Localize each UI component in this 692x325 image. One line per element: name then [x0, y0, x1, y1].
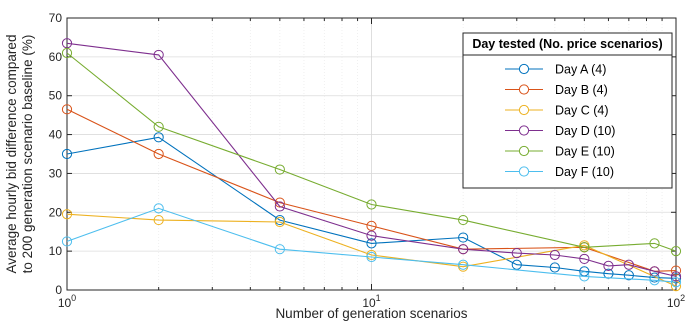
series-layer [61, 38, 682, 292]
legend-marker [518, 63, 530, 75]
data-point [549, 249, 560, 261]
x-axis-label: Number of generation scenarios [275, 306, 467, 321]
series-line [66, 108, 677, 272]
data-point [623, 259, 634, 270]
y-axis-label-line-1: Average hourly bid difference compared [4, 35, 19, 274]
data-point [274, 164, 285, 175]
legend-item: Day C (4) [505, 104, 608, 118]
data-point [153, 148, 164, 160]
series-4 [61, 38, 682, 282]
data-point [549, 262, 560, 273]
legend-item: Day B (4) [505, 83, 608, 97]
legend-marker [518, 104, 530, 116]
data-point [366, 230, 377, 241]
data-point [61, 104, 73, 115]
y-tick-label: 50 [49, 89, 63, 103]
data-point [274, 216, 285, 228]
data-point [153, 214, 164, 226]
series-line [66, 213, 677, 287]
y-tick-label: 20 [49, 205, 63, 219]
data-point [274, 244, 285, 255]
legend-label: Day A (4) [555, 63, 606, 77]
data-point [366, 220, 377, 231]
series-line [66, 52, 677, 252]
x-tick-label: 101 [362, 293, 380, 310]
data-point [61, 148, 73, 160]
legend-marker [518, 166, 530, 177]
data-point [623, 270, 634, 281]
legend-label: Day E (10) [555, 145, 615, 159]
legend-items: Day A (4) Day B (4) Day C (4) Day D (10) Day… [505, 63, 615, 179]
data-point [366, 199, 377, 210]
y-tick-label: 40 [49, 128, 63, 142]
data-point [670, 281, 682, 292]
legend-marker [518, 125, 530, 136]
y-tick-label: 0 [55, 283, 62, 297]
legend-label: Day F (10) [555, 165, 614, 179]
y-axis-label-line-2: to 200 generation scenario baseline (%) [20, 35, 35, 274]
y-tick-label: 60 [49, 50, 63, 64]
data-point [670, 246, 682, 257]
data-point [670, 277, 682, 288]
data-point [603, 260, 614, 272]
data-point [649, 238, 660, 249]
y-tick-label: 10 [49, 244, 63, 258]
data-point [153, 132, 164, 143]
legend-label: Day C (4) [555, 104, 608, 118]
data-point [61, 38, 73, 49]
legend-item: Day D (10) [505, 124, 615, 138]
data-point [649, 275, 660, 286]
data-point [61, 209, 73, 220]
data-point [579, 271, 590, 282]
data-point [153, 121, 164, 132]
data-point [649, 272, 660, 283]
data-point [274, 201, 285, 212]
legend-item: Day A (4) [505, 63, 606, 77]
data-point [579, 253, 590, 265]
data-point [153, 49, 164, 61]
legend-box [462, 54, 673, 189]
legend-item: Day F (10) [505, 165, 614, 179]
legend-label: Day D (10) [555, 124, 615, 138]
data-point [153, 203, 164, 214]
data-point [458, 232, 469, 243]
axis-ticks: 0 10 20 30 40 50 60 70 100 101 102 [49, 11, 686, 310]
legend-title: Day tested (No. price scenarios) [472, 37, 662, 51]
data-point [366, 238, 377, 249]
series-5 [61, 47, 682, 257]
series-6 [61, 203, 682, 288]
data-point [274, 197, 285, 208]
x-tick-label: 102 [667, 293, 685, 310]
legend: Day tested (No. price scenarios) Day A (… [462, 32, 673, 189]
y-tick-label: 30 [49, 166, 63, 180]
data-point [670, 271, 682, 282]
legend-label: Day B (4) [555, 83, 608, 97]
legend-item: Day E (10) [505, 145, 615, 159]
legend-marker [518, 145, 530, 157]
series-line [66, 207, 677, 283]
data-point [458, 214, 469, 226]
data-point [458, 244, 469, 255]
data-point [61, 236, 73, 247]
x-tick-label: 100 [58, 293, 76, 310]
data-point [670, 265, 682, 276]
data-point [511, 247, 522, 259]
data-point [61, 47, 73, 59]
data-point [366, 251, 377, 263]
data-point [579, 242, 590, 253]
data-point [458, 259, 469, 270]
legend-marker [518, 84, 530, 95]
y-tick-label: 70 [49, 11, 63, 25]
